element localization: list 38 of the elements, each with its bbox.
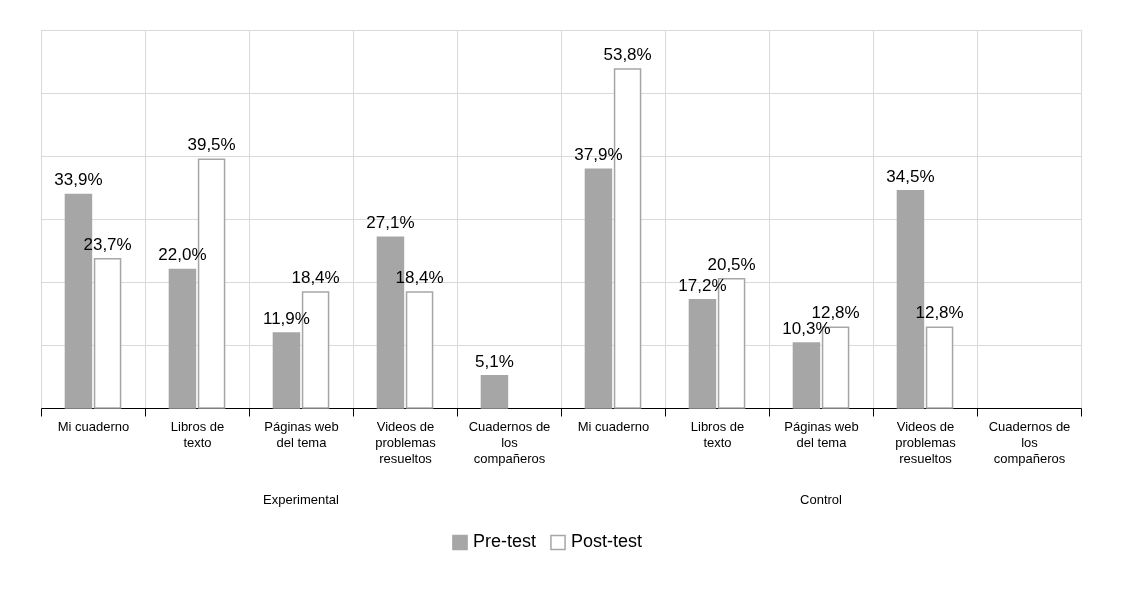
data-label: 23,7%: [83, 234, 132, 254]
data-label: 12,8%: [915, 303, 964, 323]
x-tick-label: Mi cuaderno: [57, 418, 130, 434]
data-label: 17,2%: [678, 275, 727, 295]
bar: [168, 268, 197, 409]
data-label: 22,0%: [158, 245, 207, 265]
data-label: 18,4%: [291, 268, 340, 288]
bar: [792, 342, 821, 409]
bar: [405, 291, 434, 409]
x-tick-label: Cuadernos de los compañeros: [988, 418, 1071, 466]
data-label: 53,8%: [603, 45, 652, 65]
data-label: 20,5%: [707, 254, 756, 274]
bar: [480, 375, 509, 409]
data-label: 33,9%: [54, 170, 103, 190]
text: Control: [800, 492, 843, 507]
bar: [584, 168, 613, 409]
x-tick-label: Libros de texto: [170, 418, 225, 450]
data-label: 5,1%: [475, 351, 514, 371]
x-tick-label: Cuadernos de los compañeros: [468, 418, 551, 466]
bar: [688, 298, 717, 409]
data-label: 37,9%: [574, 145, 623, 165]
bar: [93, 257, 122, 409]
legend-label: Pre-test: [473, 531, 537, 552]
legend-label: Post-test: [571, 531, 643, 552]
x-tick-label: Videos de problemas resueltos: [895, 418, 957, 466]
bar: [272, 332, 301, 409]
x-tick-label: Libros de texto: [690, 418, 745, 450]
data-label: 34,5%: [886, 166, 935, 186]
text: Experimental: [263, 492, 340, 507]
data-label: 27,1%: [366, 213, 415, 233]
x-tick-label: Páginas web del tema: [264, 418, 339, 450]
x-tick-label: Videos de problemas resueltos: [375, 418, 437, 466]
x-tick-label: Páginas web del tema: [784, 418, 859, 450]
bar: [925, 326, 954, 409]
data-label: 39,5%: [187, 135, 236, 155]
data-label: 11,9%: [262, 309, 310, 329]
data-label: 18,4%: [395, 268, 444, 288]
x-tick-label: Mi cuaderno: [577, 418, 650, 434]
